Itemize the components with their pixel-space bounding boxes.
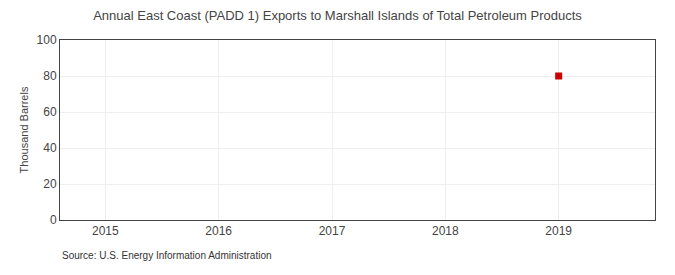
svg-text:20: 20 bbox=[43, 177, 57, 191]
svg-text:0: 0 bbox=[50, 213, 57, 227]
svg-text:2019: 2019 bbox=[545, 224, 572, 238]
svg-text:100: 100 bbox=[37, 33, 57, 47]
svg-text:2017: 2017 bbox=[319, 224, 346, 238]
svg-text:2018: 2018 bbox=[432, 224, 459, 238]
svg-text:2016: 2016 bbox=[205, 224, 232, 238]
svg-text:Source: U.S. Energy Informatio: Source: U.S. Energy Information Administ… bbox=[62, 250, 272, 261]
svg-text:60: 60 bbox=[43, 105, 57, 119]
svg-text:2015: 2015 bbox=[92, 224, 119, 238]
svg-text:80: 80 bbox=[43, 69, 57, 83]
svg-text:Thousand Barrels: Thousand Barrels bbox=[18, 86, 30, 173]
svg-text:Annual East Coast (PADD 1) Exp: Annual East Coast (PADD 1) Exports to Ma… bbox=[93, 8, 582, 23]
svg-text:40: 40 bbox=[43, 141, 57, 155]
